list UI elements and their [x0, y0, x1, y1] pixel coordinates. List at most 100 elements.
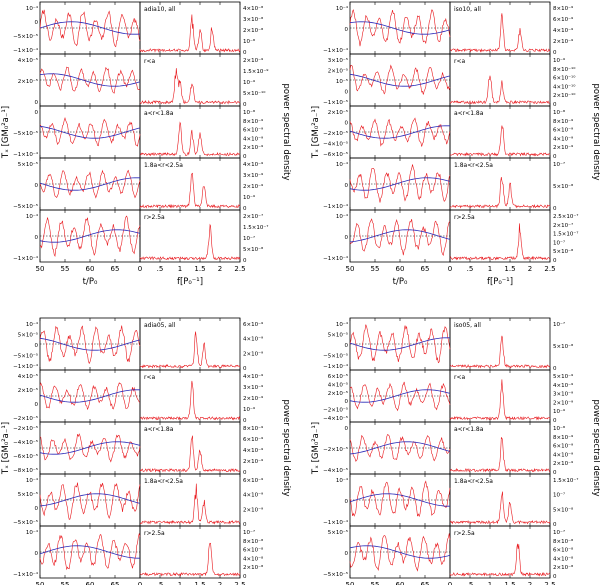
panel-label: r>2.5a — [454, 214, 475, 221]
time-tick-label: 60 — [396, 581, 405, 585]
running-mean-curve — [349, 389, 451, 403]
running-mean-curve — [39, 337, 141, 351]
panel-label: 1.8a<r<2.5a — [144, 478, 183, 485]
left-y-tick-label: 0 — [345, 499, 349, 505]
right-y-tick-label: 4×10⁻⁹ — [243, 336, 263, 343]
right-y-tick-label: 10⁻⁷ — [553, 321, 565, 328]
y-axis-torque-title: Tₓ [GM₀²a₋¹] — [1, 422, 11, 475]
right-y-tick-label: 5×10⁻⁸ — [553, 343, 574, 350]
right-y-tick-label: 2×10⁻⁹ — [243, 144, 263, 151]
right-y-tick-label: 2×10⁻⁹ — [243, 57, 263, 64]
power-spectrum-curve — [449, 491, 551, 525]
panel-label: 1.8a<r<2.5a — [144, 162, 183, 169]
left-y-tick-label: 5×10⁻⁵ — [328, 529, 348, 536]
left-y-tick-label: −2×10⁻⁵ — [323, 407, 348, 414]
right-y-tick-label: 1.5×10⁻⁷ — [553, 477, 578, 484]
power-spectrum-curve — [139, 542, 241, 577]
panel-label: a<r<1.8a — [454, 426, 484, 433]
freq-tick-label: 0 — [448, 581, 452, 585]
right-y-tick-label: 8×10⁻⁹ — [553, 434, 573, 441]
right-y-tick-label: 10⁻⁹ — [243, 406, 255, 413]
power-spectrum-curve — [139, 172, 241, 209]
freq-tick-label: 2.5 — [544, 581, 555, 585]
left-y-tick-label: −1×10⁻⁴ — [13, 47, 39, 54]
power-spectrum-curve — [139, 483, 241, 525]
right-y-tick-label: 10⁻⁷ — [553, 492, 565, 499]
right-y-tick-label: 4×10⁻⁹ — [243, 161, 263, 168]
right-y-tick-label: 10⁻⁷ — [553, 239, 565, 246]
panel-label: a<r<1.8a — [144, 426, 174, 433]
right-y-tick-label: 0 — [243, 574, 247, 580]
left-y-tick-label: 10⁻⁴ — [26, 477, 39, 484]
time-tick-label: 60 — [86, 265, 95, 273]
right-y-tick-label: 5×10⁻⁸ — [243, 246, 264, 253]
panel-group-adia10: adia10, all 10⁻⁴ 0 −5×10⁻⁵ −1×10⁻⁴ 4×10⁻⁸ 3×10… — [1, 1, 291, 287]
panel-label: r>2.5a — [144, 530, 165, 537]
left-y-tick-label: −2×10⁻⁵ — [13, 425, 38, 432]
panel-label: r>2.5a — [144, 214, 165, 221]
right-y-tick-label: 4×10⁻⁹ — [553, 135, 573, 142]
right-y-tick-label: 0 — [553, 206, 557, 212]
freq-tick-label: 1.5 — [504, 581, 515, 585]
power-spectrum-curve — [449, 176, 551, 209]
right-y-tick-label: 8×10⁻⁹ — [243, 118, 263, 125]
left-y-tick-label: 10⁻⁴ — [26, 529, 39, 536]
freq-tick-label: .5 — [157, 581, 164, 585]
left-y-tick-label: 10⁻⁴ — [26, 321, 39, 328]
left-y-tick-label: −8×10⁻⁵ — [13, 467, 38, 474]
freq-tick-label: 1 — [488, 581, 492, 585]
right-y-tick-label: 0 — [243, 206, 247, 212]
running-mean-curve — [349, 337, 450, 351]
power-spectrum-curve — [449, 13, 551, 53]
right-y-tick-label: 10⁻⁸ — [243, 38, 256, 45]
x-axis-frequency-title: f[P₀⁻¹] — [487, 277, 513, 287]
left-y-tick-label: 0 — [35, 100, 39, 106]
right-y-tick-label: 2×10⁻⁸ — [243, 27, 264, 34]
left-y-tick-label: 10⁻⁴ — [26, 213, 39, 220]
time-series-signal — [39, 116, 141, 147]
right-y-tick-label: 8×10⁻⁹ — [553, 118, 573, 125]
right-y-tick-label: 4×10⁻⁸ — [243, 555, 264, 562]
right-y-tick-label: 2×10⁻⁷ — [243, 213, 263, 220]
right-y-tick-label: 6×10⁻⁹ — [553, 127, 573, 134]
time-tick-label: 55 — [371, 581, 380, 585]
right-y-tick-label: 0 — [243, 102, 247, 108]
right-y-tick-label: 10⁻⁹ — [553, 408, 565, 415]
right-y-tick-label: 3×10⁻⁹ — [243, 172, 263, 179]
right-y-tick-label: 2×10⁻⁸ — [243, 564, 264, 571]
right-y-tick-label: 0 — [243, 522, 247, 528]
panel-label: a<r<1.8a — [144, 110, 174, 117]
left-y-tick-label: 0 — [345, 183, 349, 189]
left-y-tick-label: 3×10⁻⁵ — [328, 57, 348, 64]
left-y-tick-label: 5×10⁻⁵ — [328, 332, 348, 339]
left-y-tick-label: −1×10⁻⁴ — [13, 255, 39, 262]
power-spectrum-curve — [139, 14, 241, 53]
running-mean-curve — [349, 441, 451, 455]
panel-label: r>2.5a — [454, 530, 475, 537]
right-y-tick-label: 10⁻⁹ — [243, 79, 255, 86]
right-y-tick-label: 10⁻⁹ — [243, 194, 255, 201]
left-y-tick-label: −1×10⁻⁴ — [323, 47, 349, 54]
left-y-tick-label: −6×10⁻⁵ — [323, 151, 348, 158]
left-y-tick-label: 0 — [35, 506, 39, 512]
freq-tick-label: .5 — [467, 265, 474, 273]
y-axis-psd-title: power spectral density — [281, 84, 291, 181]
time-series-signal — [349, 434, 451, 462]
right-y-tick-label: 4×10⁻⁹ — [243, 447, 263, 454]
left-y-tick-label: 0 — [35, 235, 39, 241]
running-mean-curve — [349, 545, 451, 559]
running-mean-curve — [349, 493, 450, 507]
right-y-tick-label: 6×10⁻⁹ — [553, 443, 573, 450]
panel-group-iso05: iso05, all 10⁻⁴ 5×10⁻⁵ 0 −5×10⁻⁵ −1×10⁻⁴ 10⁻⁷ 5… — [311, 317, 600, 585]
right-y-tick-label: 2×10⁻⁹ — [243, 458, 263, 465]
right-y-tick-label: 0 — [243, 154, 247, 160]
left-y-tick-label: 2×10⁻⁵ — [328, 109, 348, 116]
time-tick-label: 65 — [421, 581, 430, 585]
freq-tick-label: 2.5 — [234, 581, 245, 585]
right-y-tick-label: 8×10⁻¹⁰ — [553, 66, 576, 73]
right-y-tick-label: 2×10⁻¹⁰ — [553, 92, 576, 99]
time-tick-label: 60 — [396, 265, 405, 273]
time-series-signal — [349, 9, 451, 47]
left-y-tick-label: −2×10⁻⁵ — [13, 415, 38, 422]
left-y-tick-label: 0 — [35, 110, 39, 116]
